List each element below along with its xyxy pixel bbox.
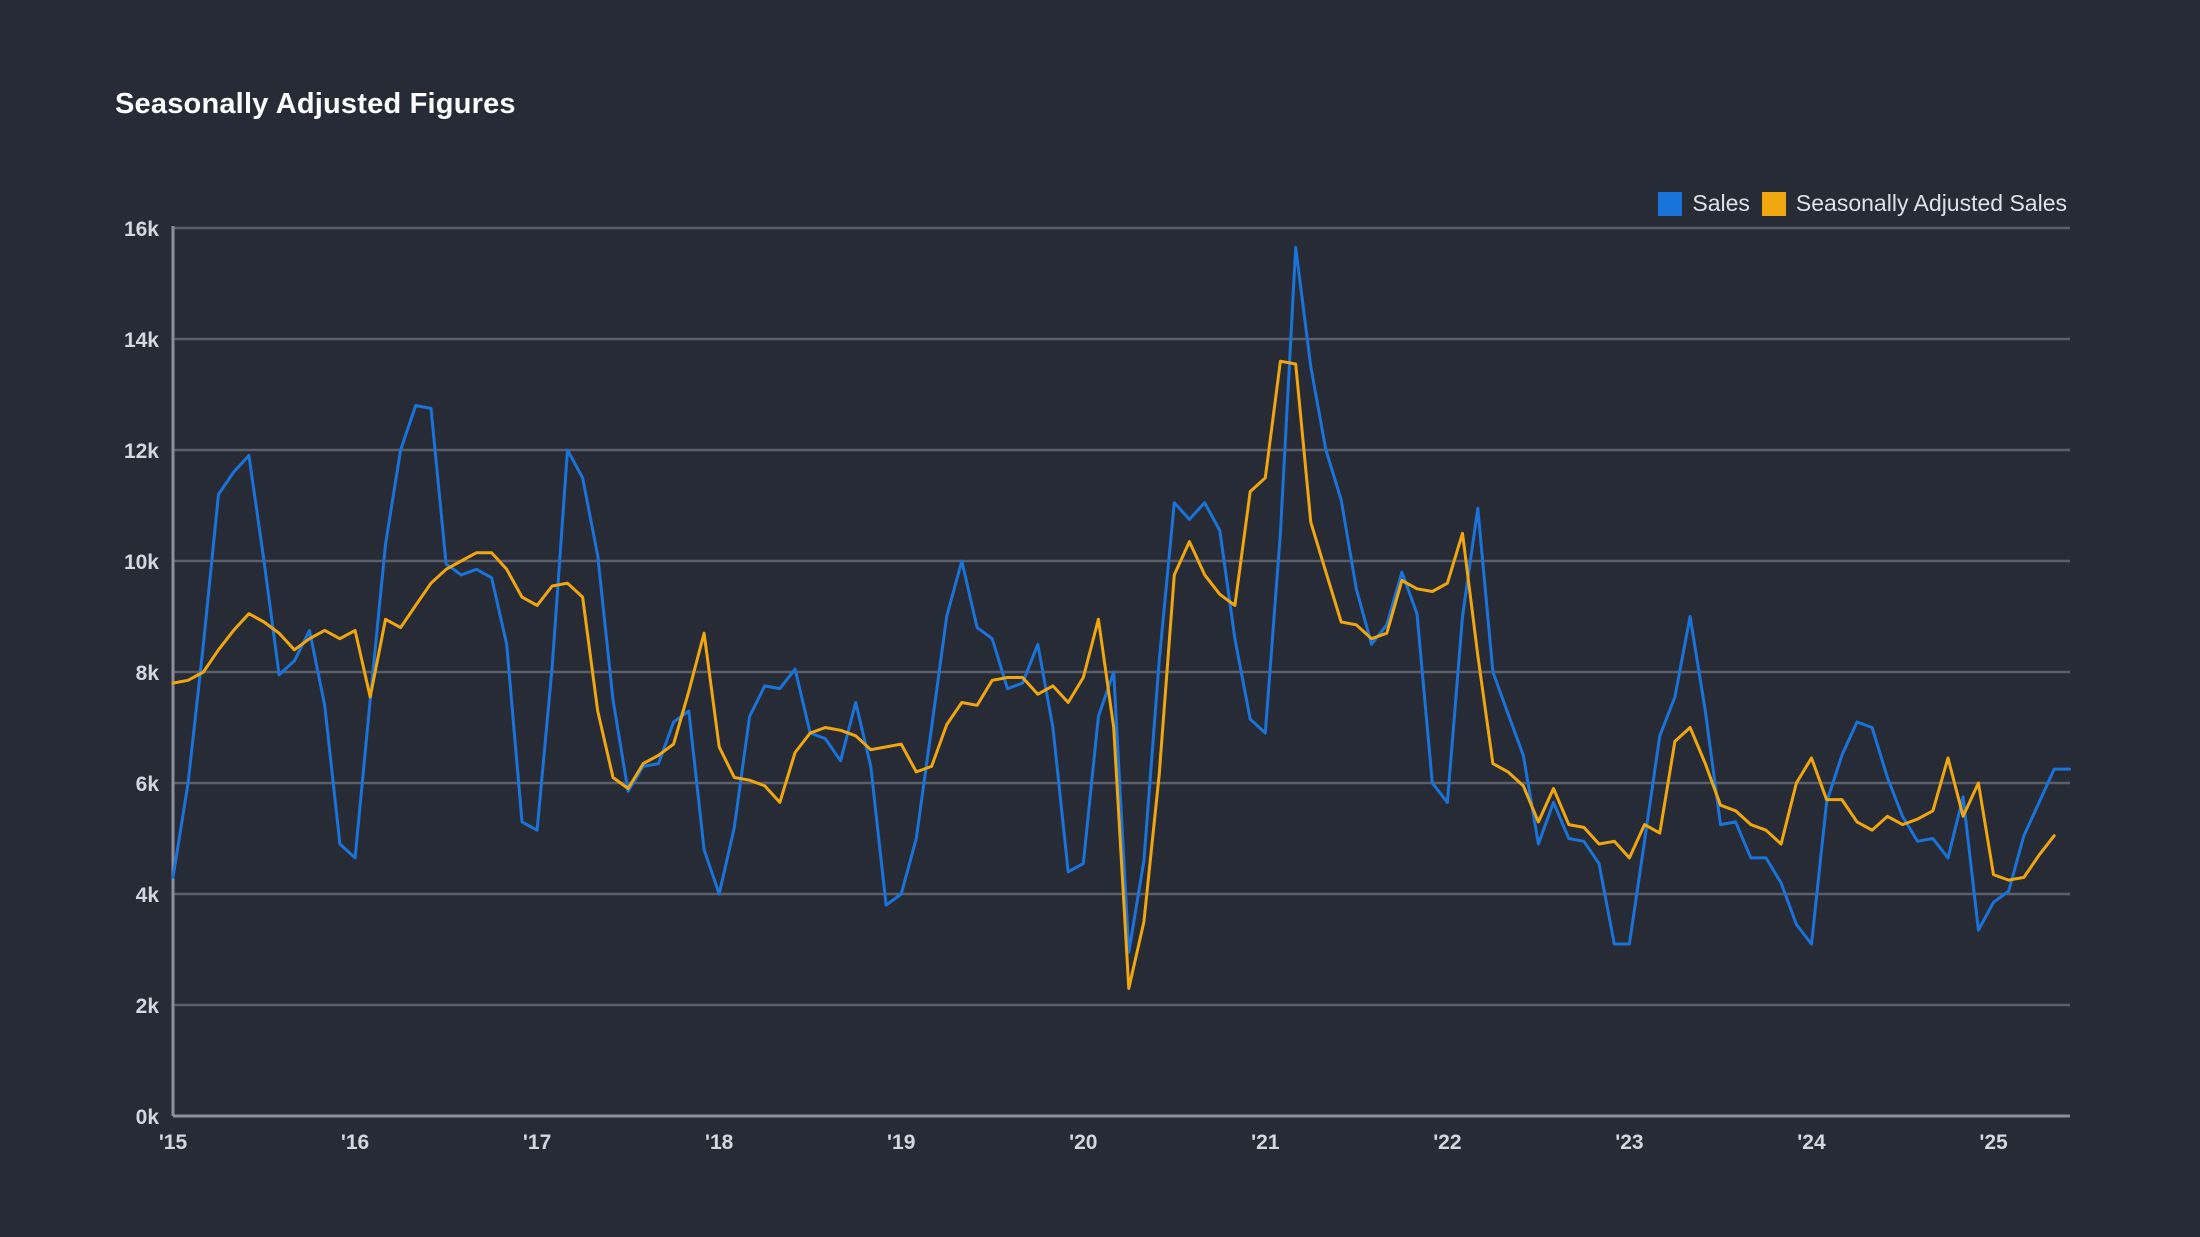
y-tick-label-2k: 2k [136, 995, 160, 1018]
y-tick-label-14k: 14k [124, 329, 159, 352]
x-tick-label-0: '15 [159, 1131, 188, 1154]
legend: Sales Seasonally Adjusted Sales [1658, 190, 2067, 217]
x-tick-label-3: '18 [705, 1131, 734, 1154]
legend-swatch-sales [1658, 191, 1683, 216]
y-tick-label-12k: 12k [124, 440, 159, 463]
y-tick-label-6k: 6k [136, 773, 160, 796]
y-tick-label-4k: 4k [136, 884, 160, 907]
series-line-seasonally-adjusted-sales [171, 359, 2056, 990]
x-tick-label-2: '17 [523, 1131, 551, 1154]
x-tick-label-6: '21 [1251, 1131, 1280, 1154]
x-tick-label-9: '24 [1797, 1131, 1826, 1154]
x-tick-label-4: '19 [887, 1131, 915, 1154]
x-tick-label-8: '23 [1615, 1131, 1643, 1154]
y-tick-label-0k: 0k [136, 1106, 160, 1129]
legend-item-sales[interactable]: Sales [1658, 190, 1750, 217]
y-tick-label-16k: 16k [124, 218, 159, 241]
chart-title: Seasonally Adjusted Figures [115, 88, 516, 120]
legend-label-seasonally-adjusted-sales: Seasonally Adjusted Sales [1795, 190, 2067, 216]
series-line-sales [171, 245, 2071, 954]
x-tick-label-7: '22 [1433, 1131, 1461, 1154]
y-tick-label-10k: 10k [124, 551, 159, 574]
legend-swatch-seasonally-adjusted-sales [1761, 191, 1786, 216]
x-tick-label-5: '20 [1069, 1131, 1097, 1154]
y-tick-label-8k: 8k [136, 662, 160, 685]
legend-item-seasonally-adjusted-sales[interactable]: Seasonally Adjusted Sales [1761, 190, 2067, 217]
legend-label-sales: Sales [1692, 190, 1750, 216]
x-tick-label-1: '16 [341, 1131, 369, 1154]
x-tick-label-10: '25 [1979, 1131, 2008, 1154]
